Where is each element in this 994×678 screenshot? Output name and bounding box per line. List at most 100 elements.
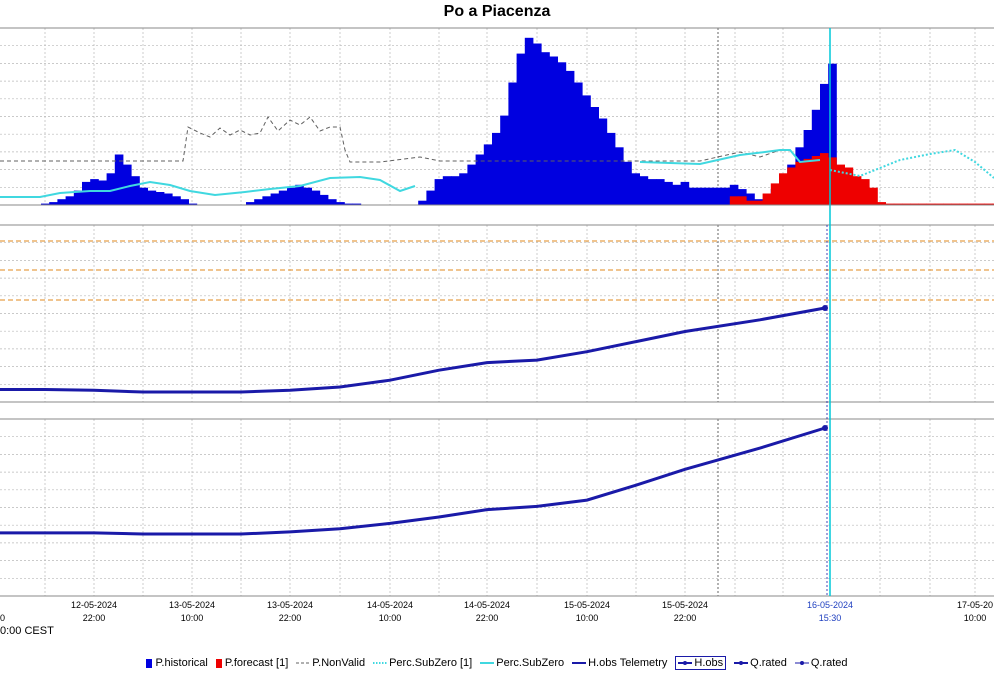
historical-bar bbox=[418, 200, 427, 205]
historical-bar bbox=[500, 115, 509, 205]
historical-bar bbox=[254, 199, 263, 205]
precipitation-lines bbox=[0, 116, 994, 198]
historical-bar bbox=[123, 164, 132, 205]
forecast-bar bbox=[828, 157, 837, 205]
historical-bar bbox=[442, 176, 452, 205]
historical-bar bbox=[319, 194, 329, 205]
level-panel-grid bbox=[0, 225, 994, 402]
forecast-bar bbox=[975, 203, 985, 205]
historical-bar bbox=[664, 181, 673, 205]
forecast-bar bbox=[729, 196, 739, 205]
legend-label: Perc.SubZero [1] bbox=[389, 657, 473, 669]
historical-bar bbox=[492, 132, 501, 205]
historical-bar bbox=[721, 187, 731, 205]
forecast-bar bbox=[926, 203, 936, 205]
h-obs-line-endpoint bbox=[822, 305, 828, 311]
historical-bar bbox=[311, 190, 321, 205]
legend-swatch bbox=[215, 659, 222, 669]
legend-swatch bbox=[572, 662, 587, 665]
forecast-bar bbox=[877, 202, 886, 205]
historical-bar bbox=[705, 187, 714, 205]
historical-bar bbox=[278, 190, 288, 205]
forecast-bar bbox=[934, 203, 944, 205]
legend-label: H.obs bbox=[694, 657, 724, 669]
forecast-bar bbox=[844, 167, 854, 205]
historical-bar bbox=[508, 82, 517, 205]
historical-bar bbox=[90, 179, 99, 205]
historical-bar bbox=[688, 187, 698, 205]
legend-swatch bbox=[296, 662, 311, 664]
historical-bar bbox=[98, 180, 107, 205]
historical-bar bbox=[82, 181, 91, 205]
x-tick-time: 15:30 bbox=[819, 613, 842, 623]
historical-bar bbox=[475, 154, 485, 205]
historical-bar bbox=[565, 70, 575, 206]
legend-label: P.forecast [1] bbox=[224, 657, 289, 669]
historical-bar bbox=[287, 187, 296, 205]
x-tick-time: 10:00 bbox=[379, 613, 402, 623]
x-tick-date: 16-05-2024 bbox=[807, 600, 853, 610]
forecast-bar bbox=[795, 161, 804, 206]
legend-swatch bbox=[678, 661, 693, 666]
historical-bar bbox=[106, 173, 116, 205]
x-tick-date: 12-05-2024 bbox=[71, 600, 117, 610]
forecast-bar bbox=[992, 203, 994, 205]
legend-swatch bbox=[373, 662, 388, 665]
historical-bar bbox=[155, 192, 165, 205]
forecast-bar bbox=[885, 203, 895, 205]
legend-item: P.forecast [1] bbox=[215, 657, 289, 669]
legend-item: H.obs Telemetry bbox=[572, 657, 667, 669]
historical-bar bbox=[344, 203, 353, 205]
historical-bar bbox=[828, 63, 837, 206]
forecast-bar bbox=[902, 203, 911, 205]
forecast-bar bbox=[893, 203, 903, 205]
historical-bar bbox=[590, 107, 599, 205]
historical-bar bbox=[631, 173, 640, 205]
historical-bar bbox=[262, 196, 271, 205]
x-tick-time: 0 bbox=[0, 613, 5, 623]
precipitation-bars bbox=[41, 37, 994, 206]
timezone-label: 0:00 CEST bbox=[0, 625, 54, 637]
legend-item: Q.rated bbox=[734, 657, 787, 669]
forecast-bar bbox=[959, 203, 968, 205]
hydrograph-chart: 0 12-05-2024 22:00 13-05-2024 10:00 13-05-202… bbox=[0, 27, 994, 623]
historical-bar bbox=[114, 154, 124, 205]
x-tick-time: 22:00 bbox=[674, 613, 697, 623]
legend-item: H.obs bbox=[675, 656, 727, 670]
historical-bar bbox=[582, 95, 591, 205]
forecast-bar bbox=[754, 200, 763, 205]
historical-bar bbox=[680, 181, 690, 205]
historical-bar bbox=[246, 202, 255, 205]
historical-bar bbox=[352, 203, 362, 205]
legend: P.historical P.forecast [1] P.NonValid Perc… bbox=[0, 656, 994, 670]
legend-item: P.NonValid bbox=[296, 657, 365, 669]
historical-bar bbox=[541, 52, 550, 206]
historical-bar bbox=[615, 147, 624, 205]
x-tick-time: 10:00 bbox=[964, 613, 987, 623]
legend-item: Q.rated bbox=[794, 657, 848, 669]
historical-bar bbox=[451, 176, 460, 205]
x-tick-time: 10:00 bbox=[181, 613, 204, 623]
legend-item: Perc.SubZero [1] bbox=[373, 657, 472, 669]
perc-subzero-line bbox=[639, 149, 821, 166]
historical-bar bbox=[639, 176, 649, 205]
historical-bar bbox=[557, 62, 567, 205]
forecast-bar bbox=[803, 158, 813, 205]
forecast-bar bbox=[787, 167, 796, 205]
x-tick-date: 15-05-2024 bbox=[662, 600, 708, 610]
h-obs-line bbox=[0, 306, 826, 394]
historical-bar bbox=[303, 187, 312, 205]
historical-bar bbox=[49, 202, 58, 205]
forecast-bar bbox=[746, 200, 755, 205]
historical-bar bbox=[467, 164, 476, 205]
historical-bar bbox=[549, 56, 558, 205]
legend-label: P.NonValid bbox=[312, 657, 366, 669]
historical-bar bbox=[598, 118, 608, 205]
x-tick-date: 17-05-20 bbox=[957, 600, 993, 610]
forecast-bar bbox=[943, 203, 952, 205]
x-tick-time: 22:00 bbox=[279, 613, 302, 623]
forecast-bar bbox=[852, 176, 862, 205]
historical-bar bbox=[426, 190, 435, 205]
historical-bar bbox=[697, 187, 706, 205]
q-rated-line bbox=[0, 426, 826, 536]
